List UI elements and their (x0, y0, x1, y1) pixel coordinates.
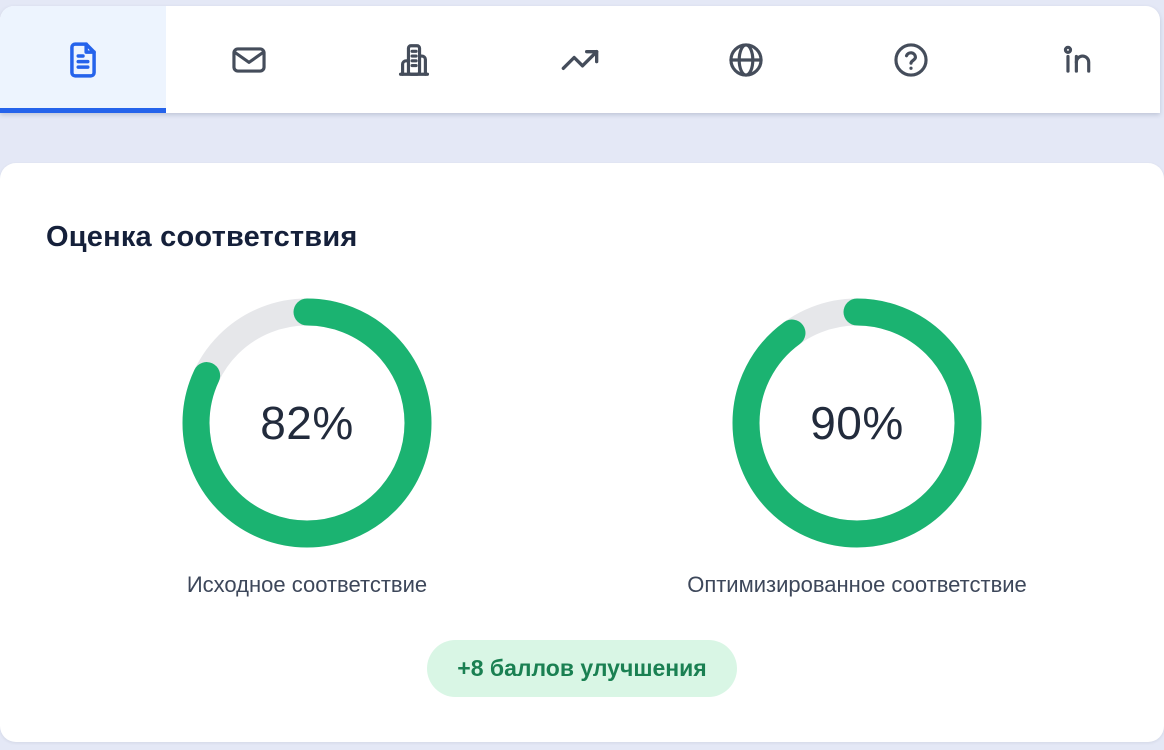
mail-icon (230, 41, 268, 79)
gauge-optimized-score: 90% Оптимизированное соответствие (687, 298, 1027, 598)
ring-progress (732, 298, 982, 548)
improvement-badge: +8 баллов улучшения (427, 640, 737, 697)
gauge-label: Исходное соответствие (186, 572, 428, 597)
tab-bar (0, 6, 1160, 113)
tab-analytics[interactable] (497, 6, 663, 113)
active-tab-indicator (0, 108, 166, 113)
building-icon (395, 41, 433, 79)
tab-web[interactable] (663, 6, 829, 113)
trending-up-icon (560, 40, 600, 80)
tab-document[interactable] (0, 6, 166, 113)
page-title: Оценка соответствия (46, 221, 358, 253)
donut-chart-original: 82% (182, 298, 432, 548)
badge-row: +8 баллов улучшения (46, 640, 1118, 697)
ring-progress (182, 298, 432, 548)
gauge-value: 90% (810, 397, 904, 449)
document-icon (64, 41, 102, 79)
donut-chart-optimized: 90% (732, 298, 982, 548)
gauges-row: 82% Исходное соответствие 90% Оптимизиро… (46, 298, 1118, 598)
linkedin-icon (1058, 41, 1096, 79)
tab-help[interactable] (829, 6, 995, 113)
help-circle-icon (892, 41, 930, 79)
score-card: Оценка соответствия 82% Исходное соответ… (0, 163, 1164, 742)
tab-company[interactable] (331, 6, 497, 113)
globe-icon (727, 41, 765, 79)
gauge-label: Оптимизированное соответствие (687, 572, 1027, 597)
tab-linkedin[interactable] (994, 6, 1160, 113)
gauge-value: 82% (260, 397, 354, 449)
gauge-original-score: 82% Исходное соответствие (182, 298, 432, 598)
tab-mail[interactable] (166, 6, 332, 113)
